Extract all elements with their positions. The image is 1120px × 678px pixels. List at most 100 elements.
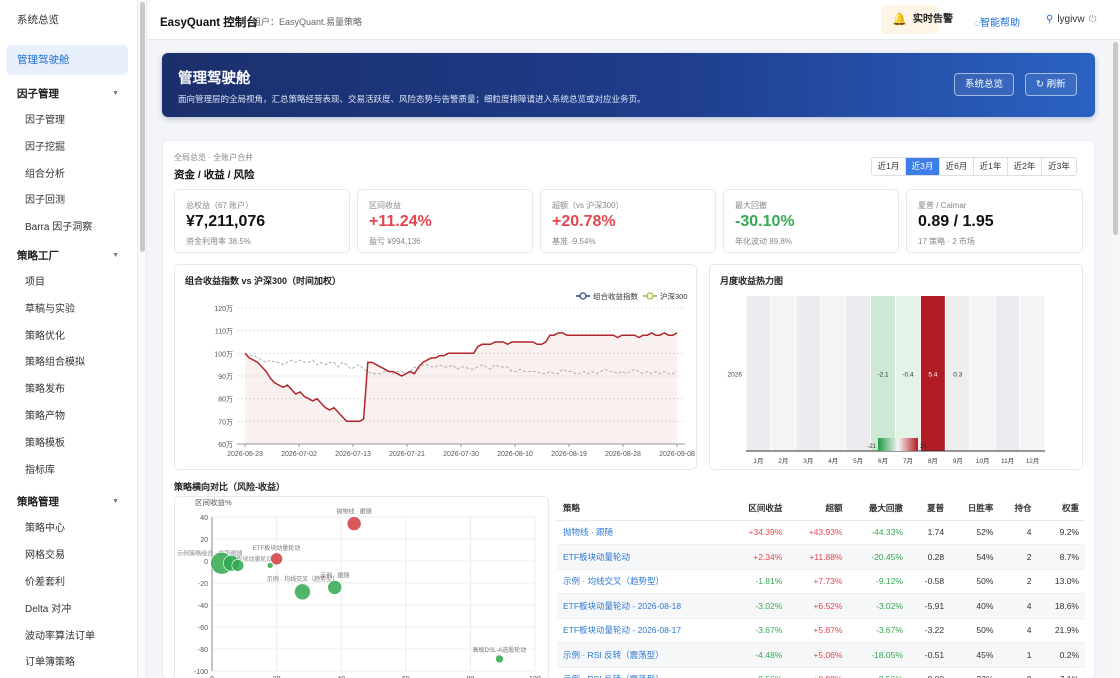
- table-row[interactable]: ETF板块动量轮动 - 2026-08-17 -3.67% +5.87% -3.67%…: [557, 618, 1085, 643]
- scrollbar-thumb[interactable]: [140, 2, 145, 252]
- scrollbar-thumb[interactable]: [1113, 42, 1118, 235]
- table-cell: 2: [999, 544, 1038, 570]
- table-row[interactable]: ETF板块动量轮动 - 2026-08-18 -3.02% +6.52% -3.02%…: [557, 593, 1085, 619]
- table-cell: -3.67%: [727, 618, 789, 643]
- monthly-heatmap[interactable]: 1月 2月 3月 4月 5月 -2.1 6月 -0.4 7月 5.4 8月 0.3 9月 10月 11月 12…: [710, 265, 1084, 471]
- heatmap-value: -2.1: [877, 372, 889, 379]
- x-tick-label: 5月: [853, 457, 863, 465]
- table-cell: 4: [999, 520, 1038, 545]
- sidebar-group-strategy-manage[interactable]: 策略管理 ▼: [0, 488, 137, 516]
- period-3y[interactable]: 近3年: [1042, 158, 1076, 175]
- strategy-link[interactable]: 抛物线 · 跟随: [557, 520, 728, 545]
- sidebar-item-system-overview[interactable]: 系统总览: [17, 14, 59, 26]
- x-tick-label: 2026-08-28: [605, 451, 641, 458]
- user-menu[interactable]: ⚲ lygivw ⏻: [1046, 14, 1096, 25]
- power-icon[interactable]: ⏻: [1088, 14, 1097, 25]
- sidebar-item-vol-algo[interactable]: 波动率算法订单: [25, 630, 95, 642]
- table-cell: 45%: [950, 642, 1000, 668]
- strategy-link[interactable]: 示例 · 均线交叉（趋势型）: [557, 569, 728, 594]
- sidebar-group-label: 策略工厂: [17, 249, 59, 262]
- x-tick-label: 60: [402, 676, 410, 678]
- y-tick-label: 100万: [214, 350, 233, 358]
- main-scrollbar[interactable]: [1111, 40, 1120, 678]
- table-cell: -8.56%: [727, 667, 789, 678]
- x-tick-label: 2026-07-02: [281, 451, 317, 458]
- return-index-chart[interactable]: 组合收益指数 沪深300 60万 70万 80万 90万 100万 110万 120万 202…: [175, 265, 698, 471]
- line-legend[interactable]: 组合收益指数 沪深300: [576, 291, 688, 301]
- table-cell: 21.9%: [1037, 618, 1085, 643]
- column-header[interactable]: 区间收益: [727, 497, 789, 521]
- period-2y[interactable]: 近2年: [1008, 158, 1042, 175]
- period-1m[interactable]: 近1月: [872, 158, 906, 175]
- table-cell: -9.12%: [848, 569, 909, 594]
- heatmap-cell: [846, 296, 871, 451]
- column-header[interactable]: 策略: [557, 497, 728, 521]
- refresh-button[interactable]: ↻ 刷新: [1025, 73, 1077, 96]
- system-overview-button[interactable]: 系统总览: [954, 73, 1015, 96]
- period-3m[interactable]: 近3月: [906, 158, 940, 175]
- scatter-point: [327, 580, 343, 595]
- sidebar-item-dashboard[interactable]: 管理驾驶舱: [6, 45, 128, 75]
- portfolio-area: [245, 332, 677, 444]
- x-tick-label: 2026-07-21: [389, 451, 425, 458]
- table-cell: +43.93%: [788, 520, 849, 545]
- sidebar-item-delta[interactable]: Delta 对冲: [25, 603, 72, 615]
- strategy-link[interactable]: ETF板块动量轮动: [557, 544, 728, 570]
- column-header[interactable]: 夏普: [908, 497, 951, 521]
- chat-icon: ◌: [974, 18, 980, 29]
- sidebar-item-projects[interactable]: 项目: [25, 276, 45, 288]
- chevron-down-icon: ▼: [112, 251, 119, 259]
- sidebar-item-artifacts[interactable]: 策略产物: [25, 410, 65, 422]
- table-cell: +34.39%: [727, 520, 789, 545]
- column-header[interactable]: 超额: [788, 497, 849, 521]
- realtime-alert-button[interactable]: 🔔 实时告警: [881, 5, 953, 34]
- period-6m[interactable]: 近6月: [940, 158, 974, 175]
- sidebar-item-barra[interactable]: Barra 因子洞察: [25, 222, 93, 234]
- sidebar-group-strategy-factory[interactable]: 策略工厂 ▼: [0, 242, 137, 270]
- table-cell: 0.28: [908, 544, 951, 570]
- sidebar-group-factor[interactable]: 因子管理 ▼: [0, 80, 137, 108]
- table-row[interactable]: 抛物线 · 跟随 +34.39% +43.93% -44.33% 1.74 52% 4 9.2…: [557, 520, 1085, 545]
- period-1y[interactable]: 近1年: [974, 158, 1008, 175]
- sidebar-item-templates[interactable]: 策略模板: [25, 437, 65, 449]
- risk-return-scatter[interactable]: 区间收益%40200-20-40-60-80-100020406080100示例…: [175, 497, 549, 678]
- sidebar-item-grid[interactable]: 网格交易: [25, 550, 65, 562]
- kpi-sub: 资金利用率 38.5%: [186, 237, 251, 246]
- strategy-link[interactable]: 示例 · RSI 反转（震荡型）: [557, 642, 728, 668]
- sidebar-item-optimize[interactable]: 策略优化: [25, 330, 65, 342]
- legend-benchmark: 沪深300: [660, 291, 688, 301]
- table-row[interactable]: ETF板块动量轮动 +2.34% +11.88% -20.45% 0.28 54% 2 8.7…: [557, 544, 1085, 570]
- sidebar-scrollbar[interactable]: [138, 0, 147, 678]
- y-tick-label: 2026: [728, 372, 743, 379]
- sidebar-item-publish[interactable]: 策略发布: [25, 384, 65, 396]
- table-row[interactable]: 示例 · RSI 反转（震荡型） -4.48% +5.06% -18.05% -0.51…: [557, 642, 1085, 668]
- y-tick-label: 110万: [215, 328, 233, 336]
- sidebar-item-portfolio-analysis[interactable]: 组合分析: [25, 168, 65, 180]
- smart-help-link[interactable]: ◌智能帮助: [974, 14, 1020, 29]
- table-row[interactable]: 示例 · RSI 反转（震荡型）-8.56%+0.98%-8.56%0.0033…: [557, 667, 1085, 678]
- x-tick-label: 2026-07-30: [443, 451, 479, 458]
- sidebar-item-factor-manage[interactable]: 因子管理: [25, 115, 65, 126]
- sidebar-item-indicators[interactable]: 指标库: [25, 464, 55, 476]
- sidebar-item-strategy-center[interactable]: 策略中心: [25, 523, 65, 535]
- table-row[interactable]: 示例 · 均线交叉（趋势型） -1.81% +7.73% -9.12% -0.58 50%…: [557, 569, 1085, 594]
- table-cell: +5.87%: [788, 618, 849, 643]
- sidebar-item-factor-mining[interactable]: 因子挖掘: [25, 141, 65, 153]
- column-header[interactable]: 持仓: [999, 497, 1038, 521]
- column-header[interactable]: 权重: [1037, 497, 1085, 521]
- sidebar-item-orderbook[interactable]: 订单簿策略: [25, 657, 75, 669]
- strategy-link[interactable]: ETF板块动量轮动 - 2026-08-17: [557, 618, 728, 643]
- sidebar-item-portfolio-sim[interactable]: 策略组合模拟: [25, 357, 85, 369]
- strategy-link[interactable]: ETF板块动量轮动 - 2026-08-18: [557, 593, 728, 619]
- table-cell: 2: [999, 569, 1038, 594]
- sidebar-item-drafts[interactable]: 草稿与实验: [25, 303, 75, 315]
- sidebar-item-factor-backtest[interactable]: 因子回测: [25, 195, 65, 207]
- kpi-label: 夏普 / Calmar: [918, 201, 967, 210]
- column-header[interactable]: 日胜率: [950, 497, 1000, 521]
- kpi-sharpe-calmar: 夏普 / Calmar 0.89 / 1.95 17 策略 · 2 市场: [906, 189, 1083, 253]
- refresh-icon: ↻: [1036, 79, 1047, 90]
- sidebar-item-spread[interactable]: 价差套利: [25, 576, 65, 588]
- column-header[interactable]: 最大回撤: [848, 497, 909, 521]
- strategy-link[interactable]: 示例 · RSI 反转（震荡型）: [557, 667, 728, 678]
- x-tick-label: 4月: [828, 457, 838, 465]
